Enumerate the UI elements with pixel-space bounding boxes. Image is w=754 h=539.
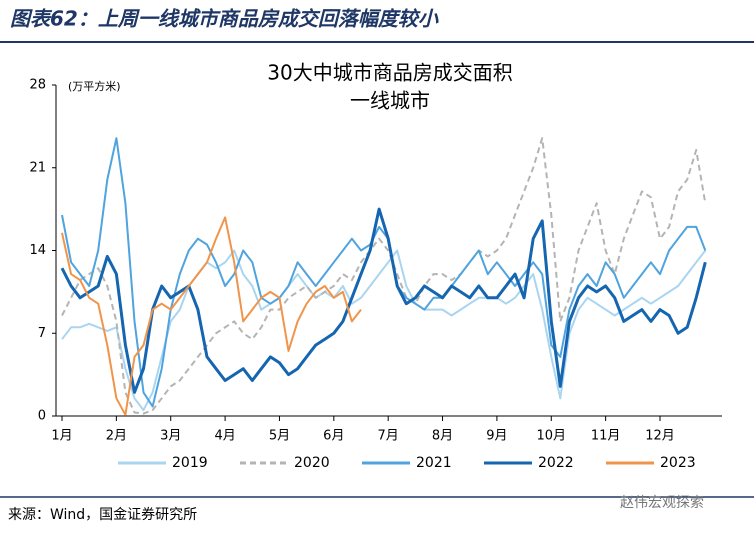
legend-label: 2022 <box>538 455 574 471</box>
series-line <box>61 216 362 416</box>
series-line <box>61 249 707 412</box>
x-tick-label: 4月 <box>214 429 235 444</box>
x-tick-label: 9月 <box>486 429 507 444</box>
source: 来源：Wind，国金证券研究所 <box>8 507 197 523</box>
y-tick-label: 14 <box>29 243 46 258</box>
x-tick-label: 8月 <box>432 429 453 444</box>
series-line <box>61 137 707 408</box>
header-title: 图表62：上周一线城市商品房成交回落幅度较小 <box>10 7 439 31</box>
chart-subtitle: 一线城市 <box>350 89 430 113</box>
x-tick-label: 6月 <box>323 429 344 444</box>
x-tick-label: 11月 <box>591 429 621 444</box>
chart-title: 30大中城市商品房成交面积 <box>267 61 512 85</box>
x-tick-label: 10月 <box>536 429 566 444</box>
legend-label: 2020 <box>294 455 330 471</box>
x-tick-label: 3月 <box>160 429 181 444</box>
y-tick-label: 7 <box>38 326 46 341</box>
y-tick-label: 0 <box>38 409 46 424</box>
x-tick-label: 1月 <box>51 429 72 444</box>
legend-label: 2021 <box>416 455 452 471</box>
legend-label: 2023 <box>660 455 696 471</box>
legend-label: 2019 <box>172 455 208 471</box>
watermark: 赵伟宏观探索 <box>620 494 704 511</box>
x-tick-label: 5月 <box>269 429 290 444</box>
y-tick-label: 21 <box>29 160 46 175</box>
y-tick-label: 28 <box>29 78 46 93</box>
y-axis-label: (万平方米) <box>68 79 121 93</box>
x-tick-label: 7月 <box>378 429 399 444</box>
x-tick-label: 2月 <box>106 429 127 444</box>
series-line <box>61 137 707 415</box>
x-tick-label: 12月 <box>645 429 675 444</box>
series-line <box>60 207 707 394</box>
